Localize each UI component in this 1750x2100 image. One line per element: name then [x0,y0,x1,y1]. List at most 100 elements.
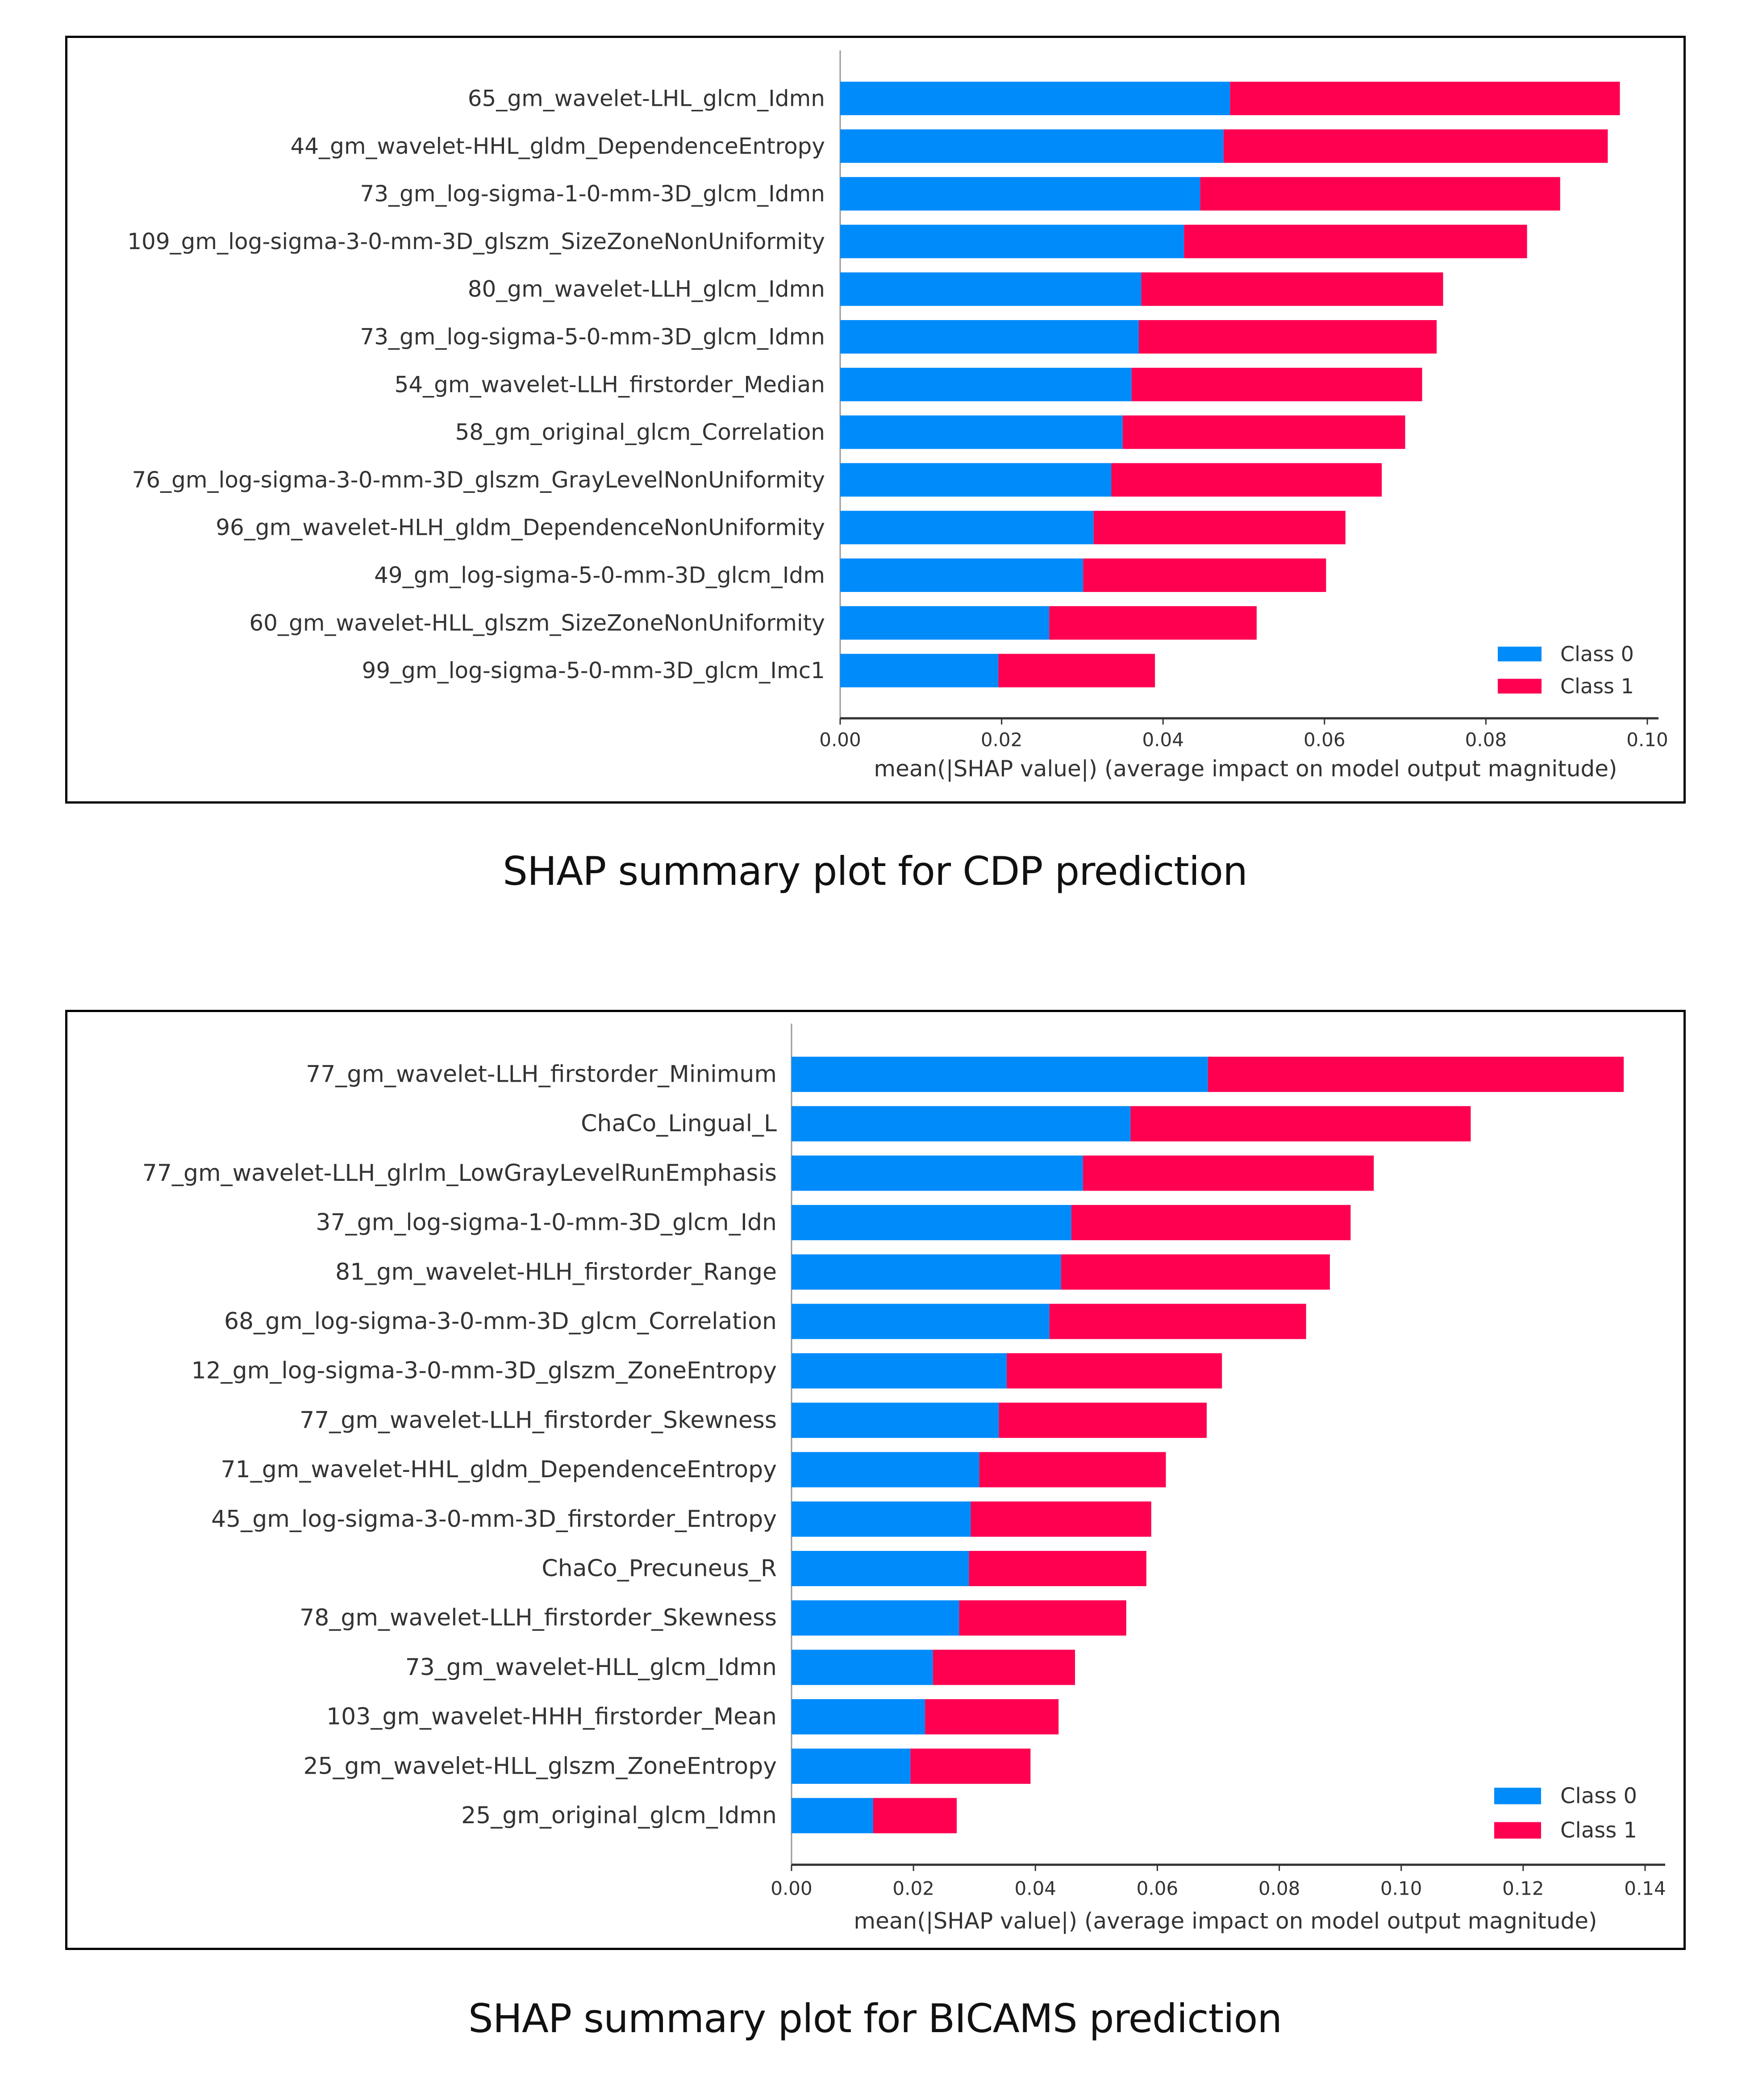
cdp-bar-class1 [1230,82,1620,115]
bicams-feature-label: 25_gm_original_glcm_Idmn [461,1802,777,1829]
cdp-feature-label: 60_gm_wavelet-HLL_glszm_SizeZoneNonUnifo… [249,610,825,636]
bicams-bar-class1 [1049,1304,1306,1339]
bicams-bar-class0 [792,1254,1061,1290]
cdp-bar-class0 [840,463,1112,497]
bicams-legend-swatch-class0 [1494,1788,1541,1804]
bicams-bar-class1 [910,1748,1031,1784]
bicams-feature-label: 37_gm_log-sigma-1-0-mm-3D_glcm_Idn [316,1209,777,1236]
cdp-bar-class0 [840,225,1184,258]
bicams-feature-label: 81_gm_wavelet-HLH_firstorder_Range [335,1258,777,1285]
cdp-bar-class1 [1223,129,1608,163]
bicams-feature-label: 45_gm_log-sigma-3-0-mm-3D_firstorder_Ent… [211,1506,777,1533]
bicams-bar-class1 [1071,1205,1351,1241]
bicams-feature-label: 12_gm_log-sigma-3-0-mm-3D_glszm_ZoneEntr… [191,1358,777,1384]
bicams-feature-label: ChaCo_Lingual_L [581,1110,777,1137]
bicams-feature-label: ChaCo_Precuneus_R [542,1555,777,1582]
bicams-x-tick-label: 0.14 [1624,1878,1666,1900]
cdp-legend-label-class1: Class 1 [1560,674,1634,698]
cdp-bar-class0 [840,177,1200,211]
cdp-bar-class1 [1131,367,1422,401]
cdp-feature-label: 58_gm_original_glcm_Correlation [455,419,825,445]
cdp-bar-class1 [1138,320,1437,354]
bicams-bar-class1 [933,1650,1075,1685]
bicams-bar-class1 [1007,1353,1222,1389]
bicams-x-axis-label: mean(|SHAP value|) (average impact on mo… [854,1908,1597,1934]
bicams-bar-class0 [792,1600,959,1636]
bicams-bar-class0 [792,1304,1050,1339]
cdp-bar-class0 [840,320,1139,354]
cdp-legend-label-class0: Class 0 [1560,642,1634,666]
bicams-feature-label: 103_gm_wavelet-HHH_firstorder_Mean [326,1704,777,1730]
bicams-x-tick-label: 0.12 [1502,1878,1544,1900]
cdp-bar-class1 [1111,463,1382,497]
bicams-feature-label: 77_gm_wavelet-LLH_glrlm_LowGrayLevelRunE… [142,1160,777,1187]
bicams-bar-class1 [999,1402,1207,1438]
cdp-feature-label: 65_gm_wavelet-LHL_glcm_Idmn [468,86,825,112]
cdp-bar-class1 [1184,225,1527,258]
cdp-x-tick-label: 0.06 [1304,729,1346,751]
cdp-legend-swatch-class0 [1498,646,1542,662]
cdp-bar-class0 [840,558,1083,592]
bicams-bar-class1 [971,1501,1151,1537]
bicams-bar-class0 [792,1699,925,1735]
cdp-legend-swatch-class1 [1498,679,1542,694]
bicams-x-tick-label: 0.02 [892,1878,934,1900]
cdp-bar-class0 [840,511,1094,545]
cdp-bar-class1 [1093,511,1346,545]
cdp-x-tick-label: 0.04 [1142,729,1184,751]
bicams-bar-class0 [792,1650,933,1685]
cdp-feature-label: 44_gm_wavelet-HHL_gldm_DependenceEntropy [290,133,825,159]
bicams-x-tick-label: 0.10 [1380,1878,1422,1900]
cdp-bar-class0 [840,415,1123,449]
cdp-x-tick-label: 0.10 [1626,729,1668,751]
cdp-feature-label: 76_gm_log-sigma-3-0-mm-3D_glszm_GrayLeve… [132,467,825,493]
cdp-bar-class1 [1122,415,1405,449]
bicams-feature-label: 68_gm_log-sigma-3-0-mm-3D_glcm_Correlati… [224,1308,777,1335]
bicams-bar-class0 [792,1402,999,1438]
bicams-bar-class0 [792,1551,969,1586]
bicams-bar-class0 [792,1106,1131,1142]
cdp-bar-class1 [998,654,1155,688]
bicams-feature-label: 71_gm_wavelet-HHL_gldm_DependenceEntropy [221,1456,777,1483]
bicams-feature-label: 77_gm_wavelet-LLH_firstorder_Skewness [300,1407,777,1433]
cdp-feature-label: 73_gm_log-sigma-1-0-mm-3D_glcm_Idmn [360,181,825,207]
cdp-feature-label: 73_gm_log-sigma-5-0-mm-3D_glcm_Idmn [360,324,825,350]
cdp-bar-class0 [840,129,1224,163]
cdp-bar-class1 [1141,272,1443,306]
bicams-bar-class0 [792,1452,979,1488]
cdp-feature-label: 99_gm_log-sigma-5-0-mm-3D_glcm_Imc1 [362,658,825,683]
bicams-x-tick-label: 0.00 [771,1878,812,1900]
bicams-bar-class1 [1130,1106,1471,1142]
bicams-legend-label-class0: Class 0 [1560,1783,1637,1808]
cdp-bar-class1 [1049,606,1257,640]
bicams-caption: SHAP summary plot for BICAMS prediction [468,1996,1282,2042]
bicams-legend-label-class1: Class 1 [1560,1818,1637,1843]
bicams-legend-swatch-class1 [1494,1822,1541,1839]
bicams-bar-class0 [792,1501,971,1537]
bicams-bar-class1 [959,1600,1126,1636]
bicams-x-tick-label: 0.06 [1137,1878,1179,1900]
cdp-feature-label: 49_gm_log-sigma-5-0-mm-3D_glcm_Idm [374,562,825,588]
cdp-bar-class1 [1083,558,1326,592]
bicams-bar-class1 [1061,1254,1330,1290]
bicams-bar-class0 [792,1748,911,1784]
cdp-caption: SHAP summary plot for CDP prediction [503,848,1248,894]
bicams-feature-label: 77_gm_wavelet-LLH_firstorder_Minimum [306,1061,777,1088]
cdp-x-tick-label: 0.00 [819,729,861,751]
bicams-x-tick-label: 0.08 [1258,1878,1300,1900]
bicams-x-tick-label: 0.04 [1015,1878,1057,1900]
cdp-bar-class0 [840,272,1142,306]
cdp-feature-label: 96_gm_wavelet-HLH_gldm_DependenceNonUnif… [216,515,825,541]
bicams-bar-class0 [792,1057,1208,1092]
bicams-bar-class0 [792,1205,1071,1241]
bicams-bar-class1 [1083,1155,1374,1191]
cdp-bar-class1 [1200,177,1560,211]
bicams-bar-class1 [873,1798,957,1833]
bicams-bar-class1 [925,1699,1059,1735]
cdp-x-axis-label: mean(|SHAP value|) (average impact on mo… [874,756,1617,782]
bicams-bar-class1 [969,1551,1146,1586]
cdp-feature-label: 54_gm_wavelet-LLH_firstorder_Median [395,371,825,397]
bicams-bar-class0 [792,1353,1007,1389]
cdp-x-tick-label: 0.08 [1465,729,1507,751]
